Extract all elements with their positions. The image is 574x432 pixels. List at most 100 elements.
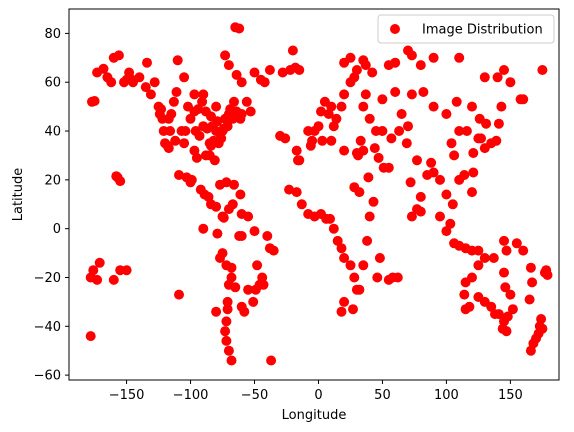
- y-axis-label: Latitude: [11, 168, 26, 222]
- data-point: [362, 235, 373, 246]
- data-point: [474, 113, 485, 124]
- data-point: [497, 323, 508, 334]
- data-point: [358, 260, 369, 271]
- data-point: [268, 245, 279, 256]
- data-point: [189, 89, 200, 100]
- data-point: [89, 96, 100, 106]
- data-point: [348, 304, 358, 315]
- data-point: [468, 167, 479, 178]
- data-point: [149, 77, 160, 88]
- data-point: [140, 82, 151, 93]
- data-point: [217, 248, 228, 259]
- data-point: [172, 55, 183, 66]
- data-point: [316, 106, 326, 117]
- data-point: [428, 167, 439, 178]
- data-point: [336, 101, 347, 112]
- data-point: [345, 52, 356, 63]
- data-point: [220, 50, 231, 61]
- data-point: [441, 226, 452, 237]
- data-point: [287, 45, 298, 56]
- data-point: [252, 260, 263, 271]
- x-axis: −150 −100 −50 0 50 100 150: [109, 380, 523, 403]
- data-point: [473, 292, 484, 302]
- data-point: [190, 126, 201, 136]
- y-tick-label: −60: [34, 369, 61, 384]
- data-point: [454, 126, 465, 136]
- x-tick-label: 100: [434, 388, 459, 403]
- data-point: [189, 106, 200, 117]
- data-point: [250, 284, 261, 295]
- data-point: [336, 243, 347, 254]
- data-point: [364, 113, 375, 124]
- data-point: [501, 245, 512, 256]
- data-point: [181, 172, 192, 183]
- data-point: [339, 145, 350, 156]
- data-point: [174, 170, 184, 180]
- data-point: [221, 316, 232, 327]
- legend: Image Distribution: [377, 14, 555, 44]
- data-point: [85, 331, 96, 342]
- data-point: [426, 157, 437, 168]
- data-point: [171, 87, 182, 97]
- data-point: [511, 238, 522, 249]
- data-point: [220, 326, 231, 337]
- x-axis-label: Longitude: [282, 408, 347, 423]
- data-point: [221, 335, 232, 346]
- data-point: [234, 23, 245, 34]
- data-point: [467, 272, 477, 283]
- data-point: [222, 296, 233, 307]
- data-point: [492, 72, 503, 83]
- data-point: [284, 184, 295, 195]
- data-point: [200, 106, 211, 117]
- data-point: [204, 150, 215, 161]
- data-point: [493, 118, 504, 129]
- data-point: [179, 72, 190, 83]
- data-point: [461, 126, 472, 136]
- x-tick-label: −50: [241, 388, 268, 403]
- data-point: [468, 148, 479, 158]
- legend-box: [377, 14, 555, 44]
- data-point: [185, 113, 196, 124]
- data-point: [406, 211, 417, 222]
- data-point: [249, 67, 260, 78]
- data-point: [377, 94, 388, 105]
- data-point: [527, 277, 538, 288]
- data-point: [428, 52, 439, 63]
- data-point: [223, 60, 234, 71]
- data-point: [353, 150, 364, 161]
- data-point: [339, 253, 350, 263]
- data-point: [435, 174, 445, 185]
- data-point: [449, 150, 460, 161]
- data-point: [331, 113, 342, 124]
- data-point: [415, 60, 426, 71]
- data-point: [92, 274, 103, 285]
- data-point: [364, 211, 375, 222]
- data-point: [211, 101, 222, 112]
- data-point: [243, 284, 254, 295]
- data-point: [168, 96, 179, 107]
- data-point: [451, 96, 462, 107]
- data-point: [115, 176, 126, 187]
- data-point: [198, 89, 209, 100]
- data-point: [507, 304, 518, 315]
- data-point: [445, 218, 456, 229]
- data-point: [491, 135, 502, 146]
- y-tick-label: 80: [44, 27, 61, 42]
- data-point: [236, 301, 247, 312]
- data-point: [467, 187, 477, 198]
- data-point: [441, 109, 452, 119]
- y-tick-label: −20: [34, 271, 61, 286]
- data-point: [394, 126, 405, 136]
- data-point: [454, 52, 465, 63]
- data-point: [262, 231, 273, 241]
- data-point: [447, 199, 458, 210]
- data-point: [405, 177, 416, 188]
- data-point: [524, 294, 535, 305]
- data-point: [243, 211, 254, 222]
- data-point: [223, 279, 234, 290]
- data-point: [291, 145, 302, 156]
- data-point: [401, 138, 412, 149]
- data-point: [216, 133, 227, 144]
- data-point: [390, 87, 401, 97]
